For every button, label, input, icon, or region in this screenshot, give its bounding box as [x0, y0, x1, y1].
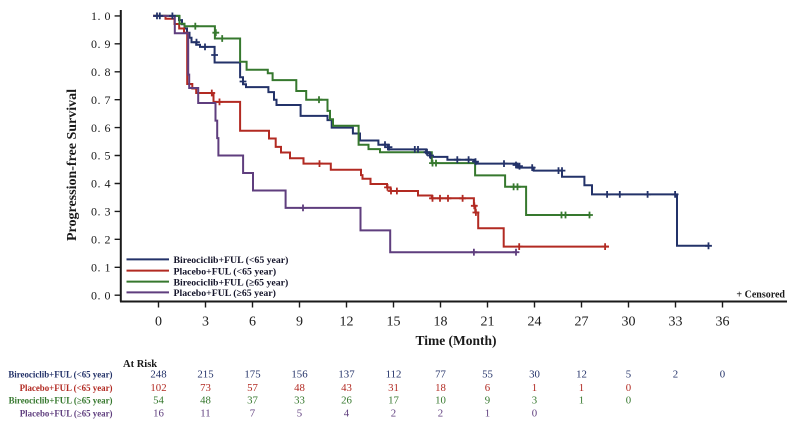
svg-text:33: 33 — [669, 315, 683, 330]
svg-text:1: 1 — [579, 395, 584, 407]
svg-text:2: 2 — [438, 407, 443, 419]
svg-text:7: 7 — [250, 407, 256, 419]
svg-text:2: 2 — [391, 407, 396, 419]
svg-text:30: 30 — [529, 369, 540, 381]
svg-text:Placebo+FUL (<65 year): Placebo+FUL (<65 year) — [20, 383, 113, 393]
svg-text:0. 1: 0. 1 — [91, 261, 111, 275]
svg-text:0. 0: 0. 0 — [91, 288, 111, 302]
svg-text:0: 0 — [532, 407, 537, 419]
svg-text:0: 0 — [626, 395, 631, 407]
svg-text:26: 26 — [341, 395, 352, 407]
svg-text:156: 156 — [291, 369, 308, 381]
svg-text:12: 12 — [576, 369, 587, 381]
svg-text:54: 54 — [153, 395, 164, 407]
svg-text:12: 12 — [340, 315, 354, 330]
svg-text:18: 18 — [434, 315, 448, 330]
svg-text:0. 5: 0. 5 — [91, 149, 111, 163]
svg-text:Time (Month): Time (Month) — [415, 333, 496, 348]
svg-text:5: 5 — [626, 369, 631, 381]
svg-text:31: 31 — [388, 382, 399, 394]
svg-text:Progression-free Survival: Progression-free Survival — [65, 89, 80, 241]
svg-text:16: 16 — [153, 407, 164, 419]
svg-text:21: 21 — [481, 315, 495, 330]
svg-text:15: 15 — [387, 315, 401, 330]
svg-text:2: 2 — [673, 369, 678, 381]
svg-text:24: 24 — [528, 315, 542, 330]
svg-text:55: 55 — [482, 369, 493, 381]
svg-text:Placebo+FUL (≥65 year): Placebo+FUL (≥65 year) — [20, 408, 113, 418]
svg-text:36: 36 — [716, 315, 730, 330]
svg-text:102: 102 — [150, 382, 166, 394]
svg-text:112: 112 — [386, 369, 402, 381]
svg-text:At Risk: At Risk — [123, 359, 157, 370]
svg-text:3: 3 — [202, 315, 209, 330]
svg-text:0: 0 — [155, 315, 162, 330]
svg-text:57: 57 — [247, 382, 258, 394]
svg-text:Bireociclib+FUL (<65 year): Bireociclib+FUL (<65 year) — [174, 255, 289, 266]
svg-text:10: 10 — [435, 395, 446, 407]
svg-text:27: 27 — [575, 315, 589, 330]
svg-text:0. 2: 0. 2 — [91, 233, 111, 247]
svg-text:3: 3 — [532, 395, 537, 407]
svg-text:48: 48 — [294, 382, 305, 394]
svg-text:6: 6 — [485, 382, 491, 394]
svg-text:18: 18 — [435, 382, 446, 394]
svg-text:0. 4: 0. 4 — [91, 177, 111, 191]
svg-text:1. 0: 1. 0 — [91, 9, 111, 23]
svg-text:37: 37 — [247, 395, 258, 407]
svg-text:1: 1 — [485, 407, 490, 419]
svg-text:0: 0 — [626, 382, 631, 394]
svg-text:175: 175 — [244, 369, 260, 381]
svg-text:1: 1 — [532, 382, 537, 394]
svg-text:43: 43 — [341, 382, 352, 394]
svg-text:6: 6 — [249, 315, 256, 330]
svg-text:11: 11 — [200, 407, 210, 419]
svg-text:4: 4 — [344, 407, 350, 419]
svg-text:Bireociclib+FUL (≥65 year): Bireociclib+FUL (≥65 year) — [9, 396, 113, 406]
svg-text:9: 9 — [296, 315, 303, 330]
svg-text:9: 9 — [485, 395, 490, 407]
svg-text:0: 0 — [720, 369, 725, 381]
svg-text:0. 3: 0. 3 — [91, 205, 111, 219]
svg-text:Bireociclib+FUL (≥65 year): Bireociclib+FUL (≥65 year) — [174, 277, 289, 288]
svg-text:Bireociclib+FUL (<65 year): Bireociclib+FUL (<65 year) — [8, 370, 112, 380]
svg-text:30: 30 — [622, 315, 636, 330]
svg-text:5: 5 — [297, 407, 302, 419]
svg-text:48: 48 — [200, 395, 211, 407]
svg-text:+ Censored: + Censored — [736, 289, 785, 300]
svg-text:215: 215 — [197, 369, 213, 381]
svg-text:1: 1 — [579, 382, 584, 394]
svg-text:137: 137 — [338, 369, 355, 381]
svg-text:Placebo+FUL (≥65 year): Placebo+FUL (≥65 year) — [174, 288, 276, 299]
svg-text:248: 248 — [150, 369, 166, 381]
svg-text:17: 17 — [388, 395, 399, 407]
svg-text:73: 73 — [200, 382, 211, 394]
svg-text:0. 8: 0. 8 — [91, 65, 111, 79]
svg-text:0. 7: 0. 7 — [91, 93, 111, 107]
svg-text:0. 6: 0. 6 — [91, 121, 111, 135]
svg-text:0. 9: 0. 9 — [91, 37, 111, 51]
svg-text:33: 33 — [294, 395, 305, 407]
svg-text:77: 77 — [435, 369, 446, 381]
svg-text:Placebo+FUL (<65 year): Placebo+FUL (<65 year) — [174, 266, 277, 277]
